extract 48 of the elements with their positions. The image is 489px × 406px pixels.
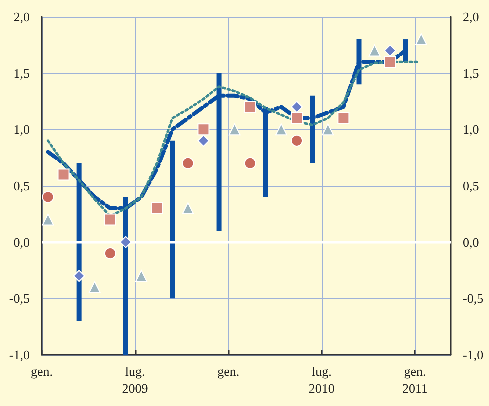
y-tick-label: 0,5	[14, 178, 30, 194]
point	[244, 157, 256, 170]
y-tick-label: 1,0	[14, 122, 30, 138]
point	[58, 168, 70, 181]
point	[73, 270, 86, 282]
point	[104, 214, 116, 226]
point	[244, 101, 256, 114]
point	[88, 281, 101, 294]
x-tick-label: gen.	[218, 364, 240, 379]
point	[338, 112, 350, 124]
point	[198, 124, 210, 136]
point	[291, 101, 304, 114]
y2-tick-label: -0,5	[463, 291, 484, 306]
y-tick-label: 1,5	[14, 66, 30, 81]
y2-tick-label: 0,0	[463, 234, 480, 250]
y2-tick-label: 2,0	[463, 10, 480, 24]
y2-tick-label: 1,5	[463, 66, 480, 81]
bar	[310, 96, 316, 164]
x-tick-label: lug. 2009	[122, 364, 148, 396]
point	[415, 34, 428, 46]
point	[228, 124, 241, 136]
point	[42, 214, 54, 226]
y2-tick-label: 0,5	[463, 178, 480, 194]
point	[120, 236, 132, 248]
point	[291, 112, 304, 124]
y-tick-label: 2,0	[14, 10, 30, 24]
y2-tick-label: -1,0	[463, 348, 484, 362]
point	[182, 157, 194, 170]
x-tick-label: gen.	[30, 364, 54, 379]
point	[136, 270, 148, 282]
y-tick-label: -1,0	[9, 348, 30, 362]
point	[42, 191, 54, 204]
point	[182, 202, 194, 215]
point	[275, 124, 288, 136]
y-tick-label: 0,0	[14, 234, 30, 250]
y-tick-label: -0,5	[9, 291, 30, 306]
x-tick-label: gen. 2011	[402, 364, 428, 396]
point	[368, 44, 381, 57]
point	[384, 56, 396, 68]
point	[322, 124, 334, 136]
point	[291, 134, 304, 147]
x-tick-label: lug. 2010	[308, 364, 335, 396]
point	[151, 202, 164, 215]
point	[198, 134, 210, 147]
y2-tick-label: 1,0	[463, 122, 480, 138]
point	[384, 44, 396, 57]
bar	[263, 107, 268, 198]
point	[104, 248, 116, 260]
